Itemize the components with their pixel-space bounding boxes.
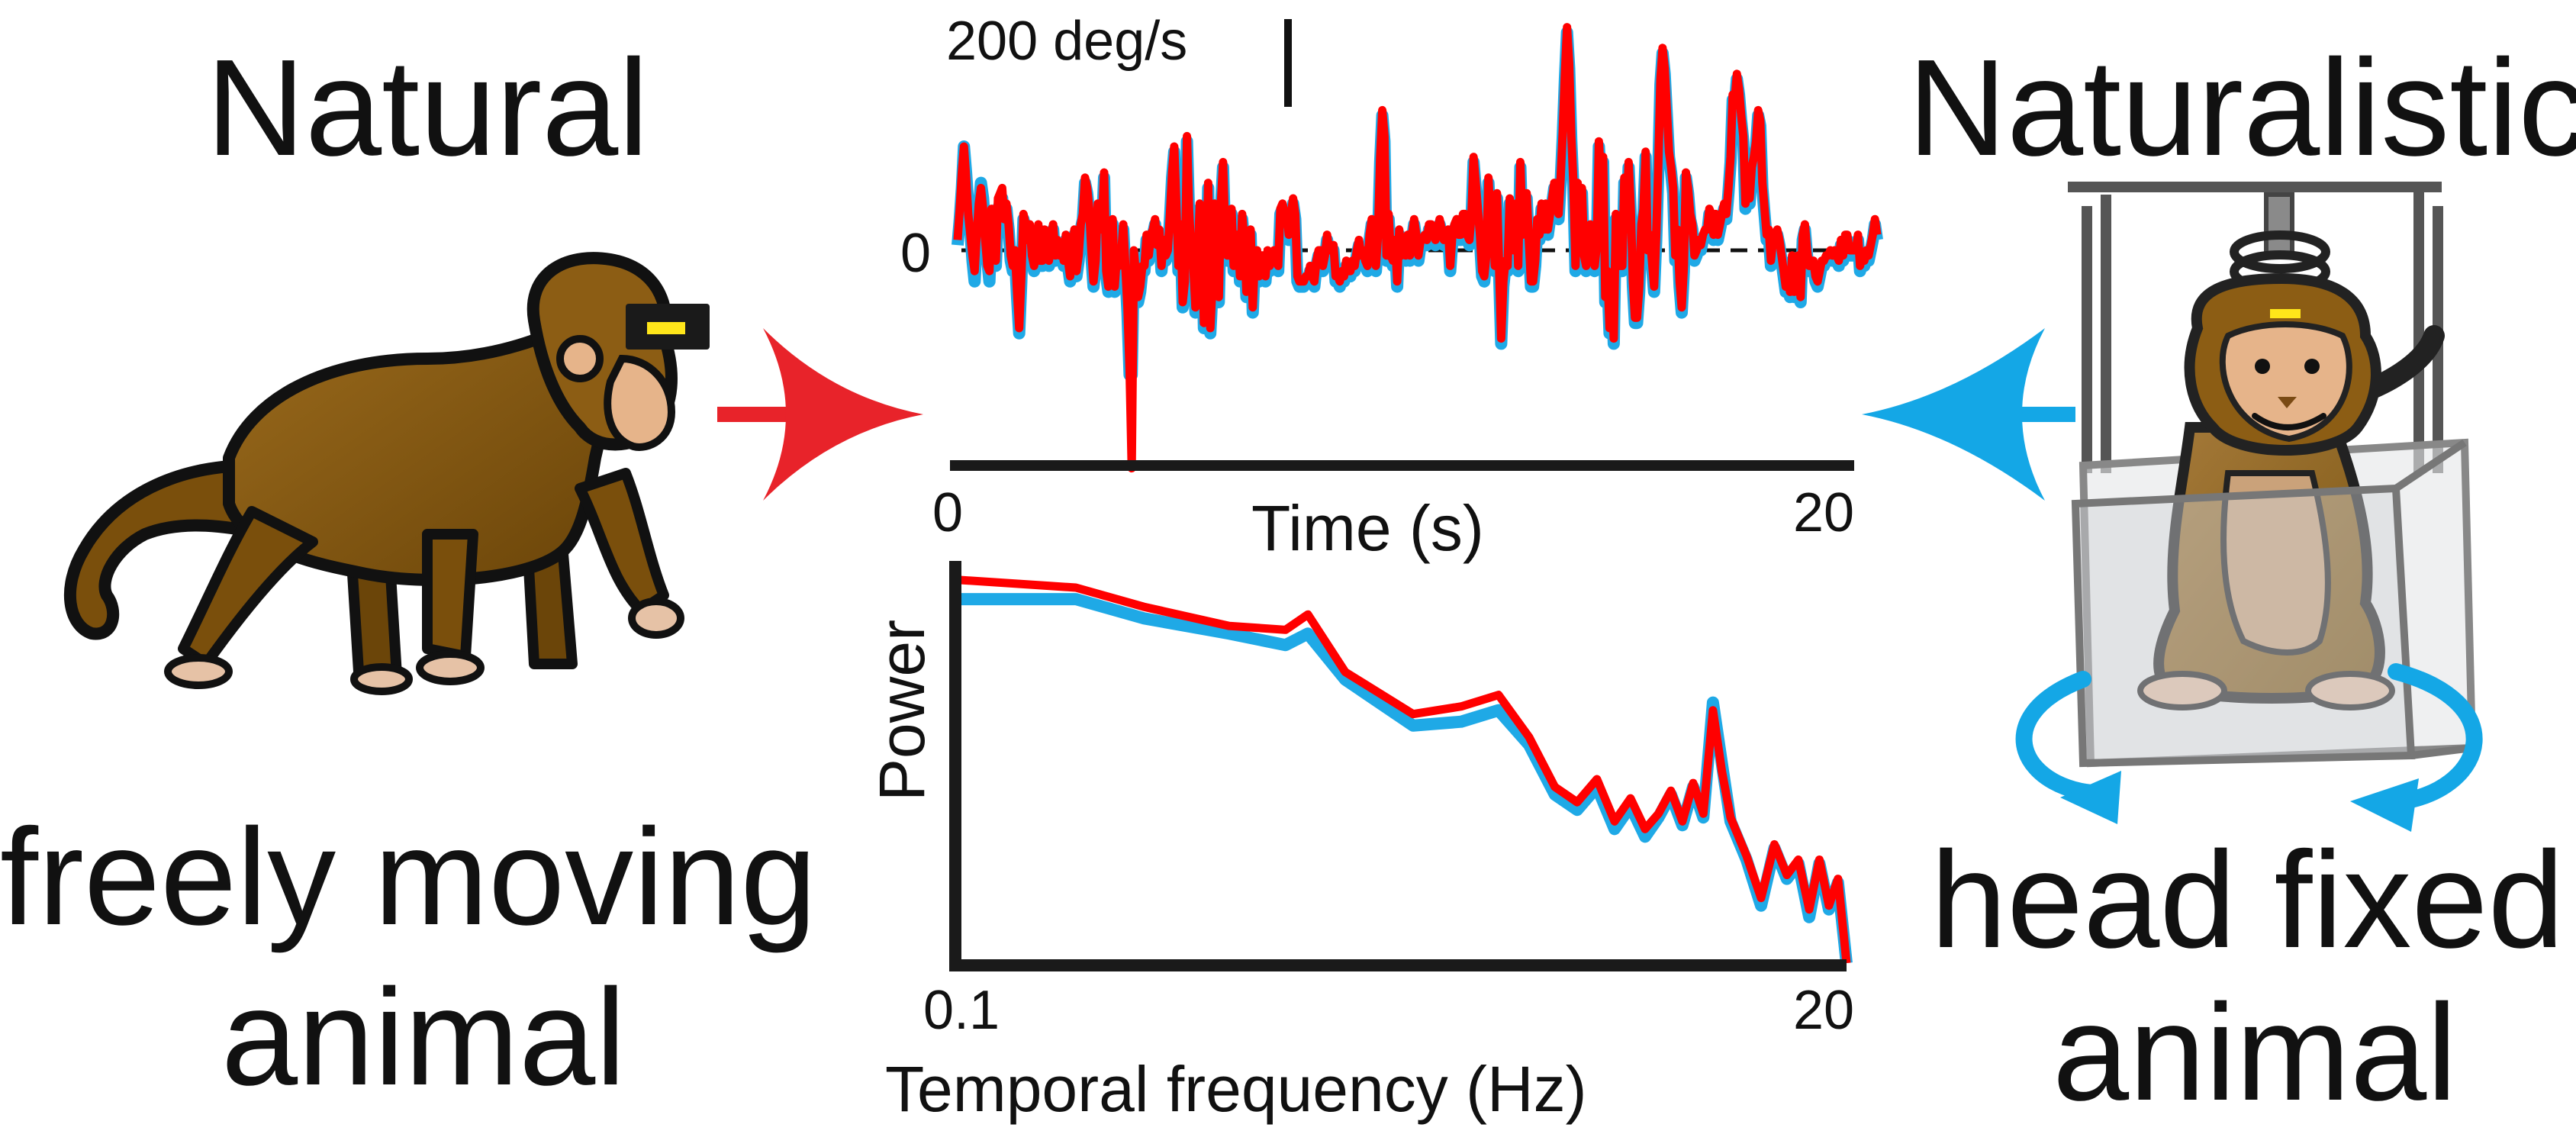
spectrum-axes <box>949 561 1847 971</box>
monkey-smile <box>2252 413 2326 430</box>
rotation-arrowhead-right <box>2350 778 2419 832</box>
cage-front-wall <box>2071 484 2416 768</box>
power-axis-label: Power <box>866 619 938 801</box>
frequency-axis-tick-end: 20 <box>1793 980 1855 1041</box>
spectrum-series-group <box>959 575 1853 964</box>
monkey-back-leg-near <box>178 506 318 669</box>
monkey-front-leg-near <box>422 529 478 662</box>
time-axis-tick-start: 0 <box>932 482 964 543</box>
naturalistic-caption-line2: animal <box>2053 976 2458 1129</box>
seated-monkey-foot-left <box>2137 671 2227 710</box>
seated-monkey-face <box>2219 321 2352 443</box>
scale-bar-label: 200 deg/s <box>946 11 1188 72</box>
cage-edge-bottom <box>2410 744 2473 759</box>
naturalistic-arrow-icon <box>1862 328 2075 501</box>
time-axis-tick-end: 20 <box>1793 482 1855 543</box>
monkey-face <box>604 354 676 451</box>
rotation-arrowhead-left <box>2060 771 2121 824</box>
frequency-axis-label: Temporal frequency (Hz) <box>885 1053 1587 1125</box>
monkey-body <box>223 314 610 586</box>
natural-power-curve <box>959 575 1851 964</box>
head-post <box>2264 192 2294 258</box>
zero-tick-label: 0 <box>900 223 932 284</box>
frequency-axis-tick-start: 0.1 <box>923 980 1000 1041</box>
monkey-nose <box>2278 397 2297 408</box>
power-spectrum-chart <box>949 561 1853 971</box>
monkey-front-arm <box>575 468 669 616</box>
rotation-arrow-icon <box>2015 663 2483 810</box>
head-sensor-light-right <box>2270 309 2301 318</box>
velocity-trace-chart <box>950 19 1883 473</box>
caged-monkey-illustration <box>2015 182 2483 832</box>
cage-edge <box>2394 439 2467 492</box>
trace-series-group <box>952 23 1883 473</box>
monkey-eye-left <box>2255 359 2270 374</box>
seated-monkey-belly <box>2220 470 2331 656</box>
naturalistic-heading: Naturalistic <box>1908 31 2576 185</box>
natural-velocity-trace <box>953 23 1882 473</box>
monkey-tail <box>63 459 273 640</box>
monkey-foot-mid <box>416 650 485 685</box>
monkey-eye-right <box>2304 359 2320 374</box>
seated-monkey-foot-right <box>2305 671 2395 710</box>
natural-heading: Natural <box>206 31 649 185</box>
monkey-foot-far <box>350 663 413 695</box>
time-axis-label: Time (s) <box>1251 492 1484 564</box>
monkey-foot-back <box>164 654 233 689</box>
natural-arrow-icon <box>717 328 923 501</box>
monkey-hand-front <box>628 598 684 639</box>
head-sensor-light <box>647 322 685 334</box>
natural-caption-line1: freely moving <box>0 801 817 954</box>
walking-monkey-illustration <box>63 252 710 695</box>
naturalistic-caption-line1: head fixed <box>1930 823 2565 977</box>
head-coil-icon <box>2230 230 2330 273</box>
monkey-ear <box>556 335 604 382</box>
natural-caption-line2: animal <box>221 961 626 1114</box>
naturalistic-power-curve <box>960 593 1853 964</box>
